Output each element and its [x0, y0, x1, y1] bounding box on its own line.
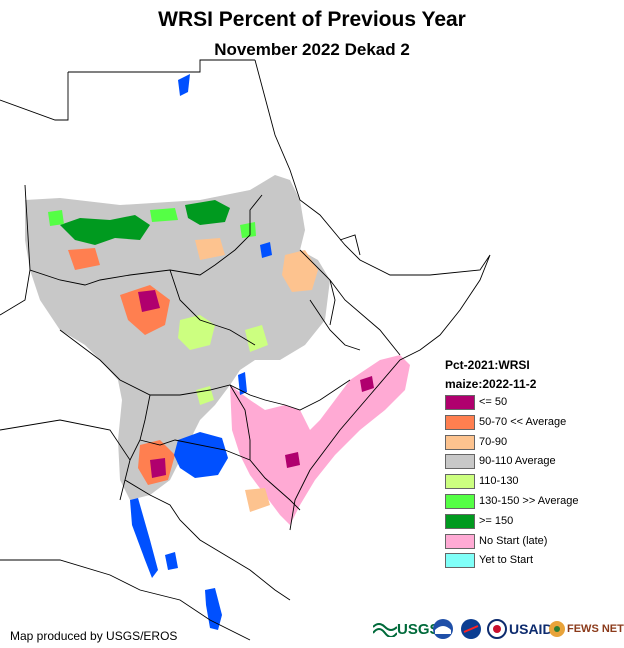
legend-label: <= 50	[479, 396, 508, 408]
usaid-logo-text: USAID	[509, 621, 553, 637]
fewsnet-logo: FEWS NET	[548, 618, 624, 640]
legend-swatch	[445, 494, 475, 509]
country-borders	[0, 59, 491, 641]
legend: Pct-2021:WRSI maize:2022-11-2 <= 50 50-70…	[445, 357, 620, 575]
legend-swatch	[445, 414, 475, 430]
legend-label: 50-70 << Average	[479, 415, 567, 428]
lake-tanganyika	[130, 498, 158, 578]
legend-title-line1: Pct-2021:WRSI	[445, 358, 530, 372]
usaid-logo: USAID	[487, 618, 553, 640]
nasa-logo	[460, 618, 482, 640]
legend-label: Yet to Start	[479, 554, 534, 567]
region-above-150-east	[185, 200, 230, 225]
nasa-seal-icon	[461, 619, 481, 639]
legend-swatch	[445, 395, 475, 410]
region-130-150	[48, 208, 256, 238]
usgs-wave-icon	[373, 623, 397, 637]
lake-turkana	[238, 372, 247, 395]
fewsnet-seal-icon	[549, 621, 565, 637]
noaa-seal-icon	[433, 619, 453, 639]
map-credit: Map produced by USGS/EROS	[10, 629, 178, 643]
legend-swatch	[445, 454, 475, 470]
legend-swatch	[445, 513, 475, 529]
legend-swatch	[445, 533, 475, 549]
fewsnet-logo-text: FEWS NET	[567, 623, 624, 635]
legend-swatch	[445, 474, 475, 490]
legend-label: 130-150 >> Average	[479, 495, 579, 507]
legend-swatch	[445, 434, 475, 450]
legend-label: >= 150	[479, 514, 514, 527]
lake-rukwa	[165, 552, 178, 570]
lake-victoria	[174, 432, 228, 478]
region-above-150	[60, 215, 150, 245]
noaa-logo	[432, 618, 454, 640]
legend-label: 90-110 Average	[479, 455, 556, 468]
lake-malawi	[205, 588, 222, 630]
usgs-logo: USGS	[373, 618, 440, 640]
map-subtitle: November 2022 Dekad 2	[214, 40, 410, 59]
region-110-130	[178, 315, 268, 405]
region-no-start	[230, 355, 410, 525]
region-below-50	[138, 290, 374, 478]
usaid-seal-icon	[487, 619, 507, 639]
usgs-logo-text: USGS	[397, 620, 440, 638]
legend-label: 70-90	[479, 435, 508, 448]
legend-title-line2: maize:2022-11-2	[445, 377, 537, 391]
nile-lake	[178, 74, 190, 96]
region-average	[25, 175, 330, 500]
region-70-90	[195, 238, 318, 512]
legend-items: <= 50 50-70 << Average 70-90 90-110 Average…	[445, 395, 620, 575]
legend-label: No Start (late)	[479, 534, 548, 547]
map-title: WRSI Percent of Previous Year	[158, 8, 466, 31]
legend-swatch	[445, 553, 475, 569]
lake-tana	[260, 242, 272, 258]
legend-label: 110-130	[479, 475, 519, 488]
